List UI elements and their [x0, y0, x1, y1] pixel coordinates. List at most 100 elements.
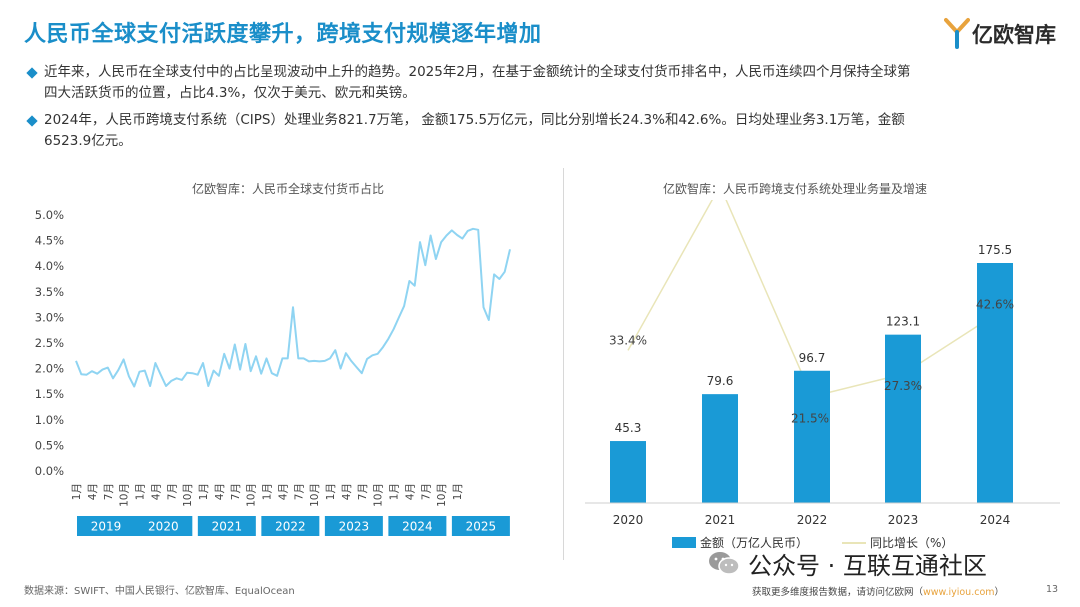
year-label-box — [261, 516, 320, 536]
diamond-bullet-icon — [26, 67, 38, 79]
x-month-tick-label: 4月 — [277, 483, 289, 500]
y-tick-label: 0.5% — [35, 438, 64, 452]
year-label-box — [77, 516, 135, 536]
x-category-label: 2023 — [888, 513, 919, 527]
y-tick-label: 1.0% — [35, 413, 64, 427]
chart-divider — [563, 168, 564, 560]
x-month-tick-label: 10月 — [373, 483, 385, 507]
y-tick-label: 3.5% — [35, 285, 64, 299]
bullet-text-line: 6523.9亿元。 — [44, 133, 132, 149]
x-month-tick-label: 7月 — [357, 483, 369, 500]
y-tick-label: 1.5% — [35, 387, 64, 401]
x-month-tick-label: 1月 — [325, 483, 337, 500]
amount-bar — [794, 370, 830, 503]
x-month-tick-label: 10月 — [182, 483, 194, 507]
x-month-tick-label: 10月 — [309, 483, 321, 507]
diamond-bullet-icon — [26, 115, 38, 127]
x-month-tick-label: 1月 — [262, 483, 274, 500]
x-month-tick-label: 10月 — [246, 483, 258, 507]
left-chart-title: 亿欧智库：人民币全球支付货币占比 — [192, 182, 385, 196]
year-label-box — [388, 516, 447, 536]
x-category-label: 2024 — [980, 513, 1011, 527]
x-month-tick-label: 1月 — [71, 483, 83, 500]
bullet-item: 近年来，人民币在全球支付中的占比呈现波动中上升的趋势。2025年2月，在基于金额… — [26, 62, 1058, 104]
x-category-label: 2021 — [705, 513, 736, 527]
legend-label-amount: 金额（万亿人民币） — [700, 535, 808, 550]
year-label: 2022 — [275, 520, 306, 534]
bullet-item: 2024年，人民币跨境支付系统（CIPS）处理业务821.7万笔， 金额175.… — [26, 110, 1058, 152]
year-label: 2021 — [212, 520, 243, 534]
bar-value-label: 96.7 — [799, 351, 826, 365]
amount-bar — [885, 334, 921, 503]
x-month-tick-label: 4月 — [150, 483, 162, 500]
amount-bar — [977, 263, 1013, 503]
y-tick-label: 3.0% — [35, 310, 64, 324]
x-month-tick-label: 1月 — [452, 483, 464, 500]
year-label: 2019 — [91, 520, 122, 534]
growth-value-label: 42.6% — [976, 298, 1014, 312]
wechat-account-name: 公众号 · 互联互通社区 — [748, 552, 987, 580]
x-month-tick-label: 10月 — [436, 483, 448, 507]
year-label-box — [451, 516, 510, 536]
x-month-tick-label: 7月 — [103, 483, 115, 500]
y-tick-label: 2.5% — [35, 336, 64, 350]
bar-value-label: 175.5 — [978, 243, 1012, 257]
year-label-box — [324, 516, 383, 536]
year-label: 2023 — [339, 520, 370, 534]
x-month-tick-label: 10月 — [119, 483, 131, 507]
x-month-tick-label: 7月 — [166, 483, 178, 500]
brand-logo: 亿欧智库 — [944, 17, 1064, 51]
year-label-box — [134, 516, 193, 536]
year-label: 2025 — [466, 520, 497, 534]
x-month-tick-label: 4月 — [87, 483, 99, 500]
year-label: 2020 — [148, 520, 179, 534]
bullet-text-line: 近年来，人民币在全球支付中的占比呈现波动中上升的趋势。2025年2月，在基于金额… — [44, 64, 911, 80]
year-label-box — [197, 516, 256, 536]
share-series-line — [75, 227, 511, 388]
amount-bar — [702, 394, 738, 503]
x-month-tick-label: 1月 — [389, 483, 401, 500]
right-chart-title: 亿欧智库：人民币跨境支付系统处理业务量及增速 — [663, 182, 928, 196]
cips-bar-line-chart: 45.3 2020 79.6 2021 96.7 2022 123.1 2023 175.5 20… — [585, 200, 1060, 550]
report-cta-link[interactable]: www.iyiou.com — [923, 587, 995, 598]
year-label: 2024 — [402, 520, 433, 534]
y-tick-label: 4.0% — [35, 259, 64, 273]
growth-value-label: 33.4% — [609, 333, 647, 347]
x-month-tick-label: 7月 — [293, 483, 305, 500]
data-source: 数据来源：SWIFT、中国人民银行、亿欧智库、EqualOcean — [24, 586, 295, 597]
legend-swatch-amount — [672, 537, 696, 548]
x-category-label: 2022 — [797, 513, 828, 527]
amount-bar — [610, 441, 646, 503]
report-cta-prefix: 获取更多维度报告数据，请访问亿欧网（ — [752, 587, 924, 598]
report-cta: 获取更多维度报告数据，请访问亿欧网（www.iyiou.com） — [752, 584, 1004, 598]
page-number: 13 — [1046, 584, 1059, 595]
logo-text: 亿欧智库 — [972, 23, 1056, 47]
x-category-label: 2020 — [613, 513, 644, 527]
summary-bullets: 近年来，人民币在全球支付中的占比呈现波动中上升的趋势。2025年2月，在基于金额… — [26, 62, 1058, 158]
y-tick-label: 5.0% — [35, 208, 64, 222]
bullet-text-line: 2024年，人民币跨境支付系统（CIPS）处理业务821.7万笔， 金额175.… — [44, 112, 905, 128]
rmb-share-line-chart: 5.0% 4.5% 4.0% 3.5% 3.0% 2.5% 2.0% 1.5% 1.0% 0.5%… — [35, 208, 511, 536]
x-month-tick-label: 7月 — [420, 483, 432, 500]
x-month-tick-label: 4月 — [404, 483, 416, 500]
y-tick-label: 0.0% — [35, 464, 64, 478]
bar-value-label: 123.1 — [886, 315, 920, 329]
growth-value-label: 21.5% — [791, 412, 829, 426]
x-month-tick-label: 4月 — [341, 483, 353, 500]
page-title: 人民币全球支付活跃度攀升，跨境支付规模逐年增加 — [24, 22, 542, 47]
logo-mark-icon — [944, 18, 970, 49]
x-month-tick-label: 1月 — [198, 483, 210, 500]
wechat-icon — [709, 552, 740, 575]
x-month-tick-label: 1月 — [135, 483, 147, 500]
growth-value-label: 27.3% — [884, 379, 922, 393]
bullet-text-line: 四大活跃货币的位置，占比4.3%，仅次于美元、欧元和英镑。 — [44, 85, 416, 101]
bar-value-label: 79.6 — [707, 374, 734, 388]
bar-value-label: 45.3 — [615, 421, 642, 435]
y-tick-label: 2.0% — [35, 362, 64, 376]
report-cta-suffix: ） — [994, 587, 1005, 598]
y-tick-label: 4.5% — [35, 234, 64, 248]
x-month-tick-label: 4月 — [214, 483, 226, 500]
growth-series-line — [627, 200, 996, 398]
legend-label-growth: 同比增长（%） — [870, 536, 953, 550]
x-month-tick-label: 7月 — [230, 483, 242, 500]
